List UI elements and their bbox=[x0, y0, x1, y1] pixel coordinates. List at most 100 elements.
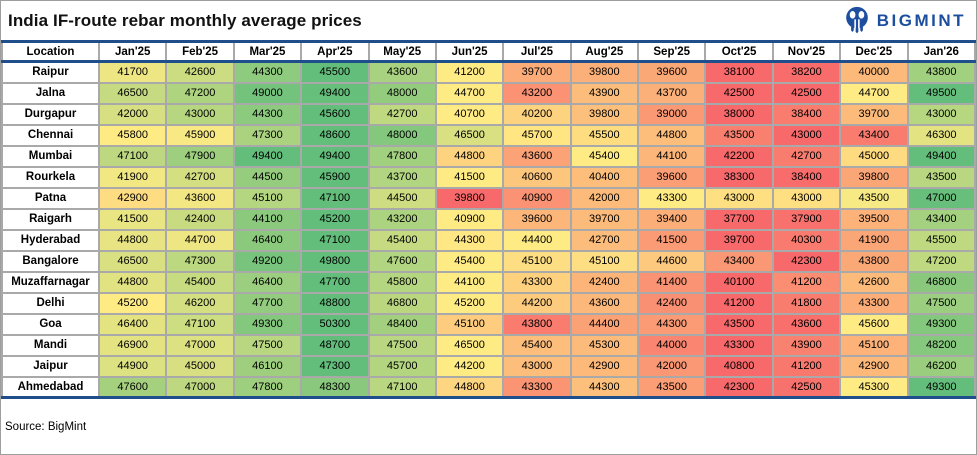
price-cell: 39000 bbox=[636, 102, 707, 126]
price-cell: 44800 bbox=[434, 144, 505, 168]
price-cell: 44800 bbox=[97, 228, 168, 252]
price-cell: 49000 bbox=[232, 81, 303, 105]
price-cell: 49400 bbox=[300, 81, 370, 105]
price-cell: 47500 bbox=[232, 333, 303, 357]
price-cell: 39700 bbox=[569, 207, 640, 231]
price-cell: 45200 bbox=[300, 207, 370, 231]
price-cell: 43700 bbox=[367, 165, 437, 189]
price-cell: 42400 bbox=[569, 270, 640, 294]
price-cell: 42900 bbox=[839, 354, 909, 378]
table-row: Muzaffarnagar 44800 45400 46400 47700 45800 44… bbox=[1, 270, 976, 294]
location-cell: Ahmedabad bbox=[1, 375, 100, 399]
price-cell: 42500 bbox=[771, 81, 842, 105]
price-cell: 40600 bbox=[502, 165, 572, 189]
price-cell: 44200 bbox=[502, 291, 572, 315]
price-cell: 47800 bbox=[367, 144, 437, 168]
price-cell: 43000 bbox=[771, 123, 842, 147]
col-header-month: Apr'25 bbox=[300, 40, 370, 63]
price-cell: 46500 bbox=[97, 249, 168, 273]
price-cell: 43800 bbox=[839, 249, 909, 273]
price-cell: 44300 bbox=[232, 60, 303, 84]
price-cell: 44300 bbox=[434, 228, 505, 252]
price-cell: 43400 bbox=[839, 123, 909, 147]
location-cell: Raigarh bbox=[1, 207, 100, 231]
price-cell: 47500 bbox=[367, 333, 437, 357]
price-cell: 47500 bbox=[906, 291, 976, 315]
bigmint-logo: BIGMINT bbox=[842, 5, 966, 37]
table-row: Chennai 45800 45900 47300 48600 48000 46500 457… bbox=[1, 123, 976, 147]
price-cell: 45500 bbox=[569, 123, 640, 147]
price-cell: 45400 bbox=[502, 333, 572, 357]
price-cell: 49400 bbox=[232, 144, 303, 168]
col-header-month: Dec'25 bbox=[839, 40, 909, 63]
price-cell: 42600 bbox=[839, 270, 909, 294]
location-cell: Hyderabad bbox=[1, 228, 100, 252]
price-cell: 42700 bbox=[367, 102, 437, 126]
price-cell: 45400 bbox=[165, 270, 235, 294]
price-cell: 43800 bbox=[906, 60, 976, 84]
price-cell: 43600 bbox=[771, 312, 842, 336]
location-cell: Chennai bbox=[1, 123, 100, 147]
price-cell: 47800 bbox=[232, 375, 303, 399]
price-table: Location Jan'25 Feb'25 Mar'25 Apr'25 May'25 Ju… bbox=[1, 40, 976, 399]
price-cell: 39600 bbox=[636, 60, 707, 84]
price-cell: 44600 bbox=[636, 249, 707, 273]
price-cell: 38100 bbox=[704, 60, 774, 84]
location-cell: Muzaffarnagar bbox=[1, 270, 100, 294]
bigmint-logo-text: BIGMINT bbox=[876, 10, 966, 30]
price-cell: 43900 bbox=[771, 333, 842, 357]
price-cell: 47000 bbox=[165, 375, 235, 399]
table-row: Mumbai 47100 47900 49400 49400 47800 44800 4360… bbox=[1, 144, 976, 168]
price-cell: 44800 bbox=[434, 375, 505, 399]
price-cell: 42700 bbox=[165, 165, 235, 189]
price-cell: 41200 bbox=[771, 270, 842, 294]
price-cell: 40800 bbox=[704, 354, 774, 378]
col-header-location: Location bbox=[1, 40, 100, 63]
footer-bar: Source: BigMint bbox=[1, 399, 976, 454]
price-cell: 48300 bbox=[300, 375, 370, 399]
price-cell: 43500 bbox=[906, 165, 976, 189]
table-row: Raipur 41700 42600 44300 45500 43600 41200 3970… bbox=[1, 60, 976, 84]
price-cell: 41700 bbox=[97, 60, 168, 84]
price-cell: 44300 bbox=[636, 312, 707, 336]
location-cell: Mumbai bbox=[1, 144, 100, 168]
col-header-month: Feb'25 bbox=[165, 40, 235, 63]
price-cell: 43000 bbox=[771, 186, 842, 210]
price-cell: 39800 bbox=[569, 102, 640, 126]
source-note: Source: BigMint bbox=[5, 420, 87, 433]
price-cell: 44900 bbox=[97, 354, 168, 378]
price-cell: 39700 bbox=[839, 102, 909, 126]
price-cell: 43700 bbox=[636, 81, 707, 105]
price-cell: 44300 bbox=[232, 102, 303, 126]
price-cell: 43300 bbox=[839, 291, 909, 315]
price-cell: 43200 bbox=[502, 81, 572, 105]
price-cell: 43600 bbox=[367, 60, 437, 84]
price-cell: 42400 bbox=[165, 207, 235, 231]
price-cell: 44300 bbox=[569, 375, 640, 399]
price-cell: 45500 bbox=[906, 228, 976, 252]
price-cell: 42200 bbox=[704, 144, 774, 168]
price-cell: 41500 bbox=[434, 165, 505, 189]
price-cell: 47300 bbox=[165, 249, 235, 273]
price-cell: 40700 bbox=[434, 102, 505, 126]
price-cell: 47200 bbox=[906, 249, 976, 273]
price-cell: 41400 bbox=[636, 270, 707, 294]
price-cell: 42900 bbox=[97, 186, 168, 210]
price-cell: 44500 bbox=[232, 165, 303, 189]
price-cell: 45200 bbox=[97, 291, 168, 315]
price-cell: 42900 bbox=[569, 354, 640, 378]
price-cell: 48700 bbox=[300, 333, 370, 357]
price-cell: 43600 bbox=[569, 291, 640, 315]
price-cell: 38200 bbox=[771, 60, 842, 84]
price-cell: 46500 bbox=[434, 123, 505, 147]
price-cell: 46800 bbox=[367, 291, 437, 315]
price-cell: 44400 bbox=[502, 228, 572, 252]
price-cell: 38400 bbox=[771, 165, 842, 189]
price-cell: 43600 bbox=[502, 144, 572, 168]
price-cell: 41200 bbox=[434, 60, 505, 84]
price-cell: 48400 bbox=[367, 312, 437, 336]
price-cell: 38000 bbox=[704, 102, 774, 126]
price-cell: 42500 bbox=[704, 81, 774, 105]
location-cell: Goa bbox=[1, 312, 100, 336]
